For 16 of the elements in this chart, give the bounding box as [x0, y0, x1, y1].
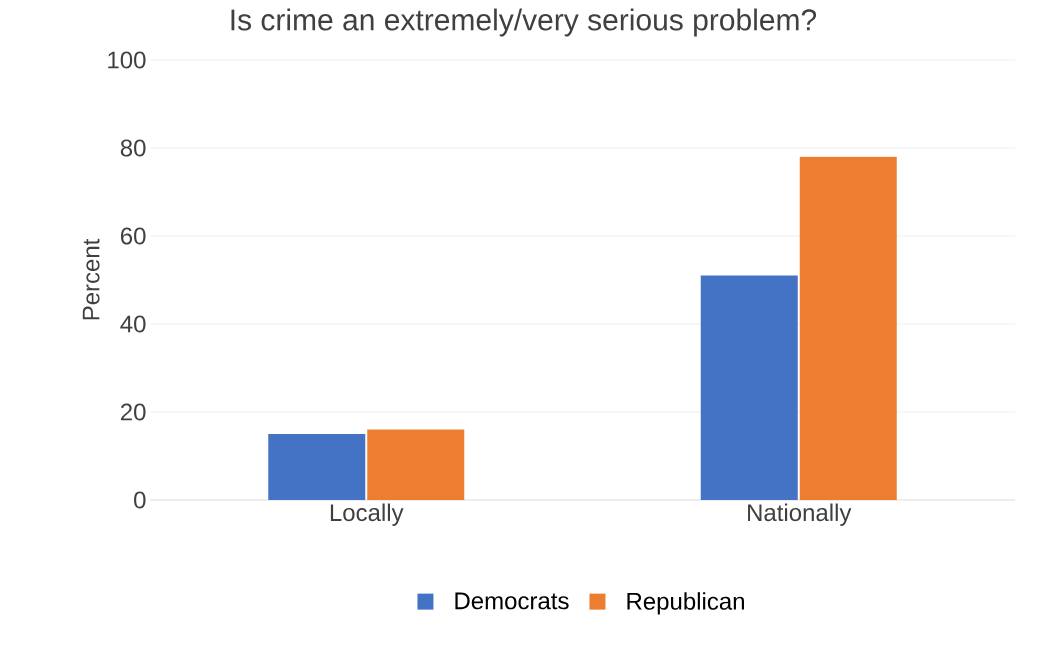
y-tick-label: 60: [121, 227, 146, 245]
bar: [268, 433, 366, 500]
x-tick-label: Locally: [330, 503, 404, 526]
y-axis-title: Percent: [82, 238, 100, 320]
x-tick-label: Nationally: [748, 503, 852, 526]
y-tick-label: 0: [134, 491, 146, 509]
bar: [799, 156, 897, 500]
y-tick-label: 20: [120, 403, 146, 421]
bar: [700, 275, 798, 500]
y-tick-label: 40: [120, 315, 146, 333]
chart-title: Is crime an extremely/very serious problem?: [231, 8, 817, 37]
y-tick-label: 80: [120, 139, 146, 157]
bar: [367, 429, 465, 500]
y-tick-label: 100: [108, 51, 146, 69]
legend-label: Democrats: [455, 592, 569, 610]
legend-label: Republican: [627, 592, 744, 615]
